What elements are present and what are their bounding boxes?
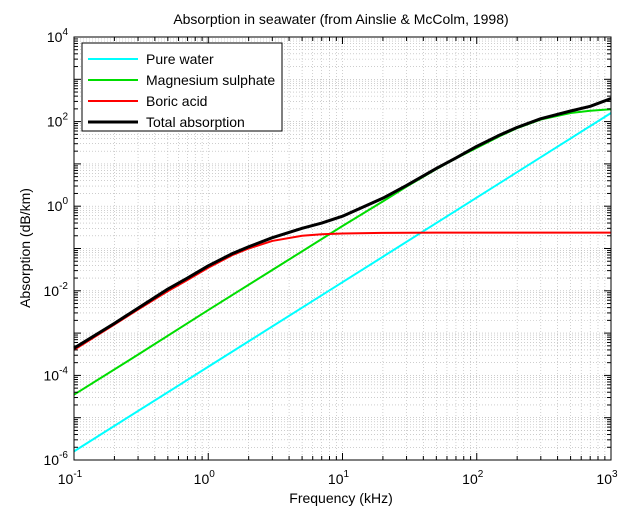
data-series	[73, 97, 612, 453]
x-tick-label: 101	[328, 469, 350, 487]
grid-lines	[74, 37, 611, 460]
legend-label: Total absorption	[146, 114, 245, 130]
pure-water-line	[73, 112, 612, 453]
axes	[73, 36, 612, 461]
total-absorption-line	[73, 97, 612, 350]
y-tick-label: 10-6	[44, 450, 69, 468]
x-tick-label: 10-1	[58, 469, 83, 487]
y-axis-label: Absorption (dB/km)	[17, 188, 33, 308]
legend-label: Pure water	[146, 51, 214, 67]
y-tick-label: 102	[47, 112, 69, 130]
y-tick-label: 104	[47, 27, 69, 45]
x-tick-label: 100	[194, 469, 216, 487]
legend: Pure water Magnesium sulphate Boric acid To…	[81, 42, 283, 132]
y-tick-label: 10-4	[44, 365, 69, 383]
tick-labels: 10-1 100 101 102 103 10-6 10-4 10-2 100 102 104	[44, 27, 618, 487]
x-tick-label: 102	[462, 469, 484, 487]
boric-acid-line	[73, 231, 611, 351]
chart-title: Absorption in seawater (from Ainslie & M…	[173, 11, 508, 27]
legend-label: Magnesium sulphate	[146, 72, 275, 88]
legend-label: Boric acid	[146, 93, 207, 109]
y-tick-label: 100	[47, 196, 69, 214]
x-axis-label: Frequency (kHz)	[289, 490, 392, 506]
y-tick-label: 10-2	[44, 281, 69, 299]
x-tick-label: 103	[596, 469, 618, 487]
legend-box	[81, 42, 283, 132]
